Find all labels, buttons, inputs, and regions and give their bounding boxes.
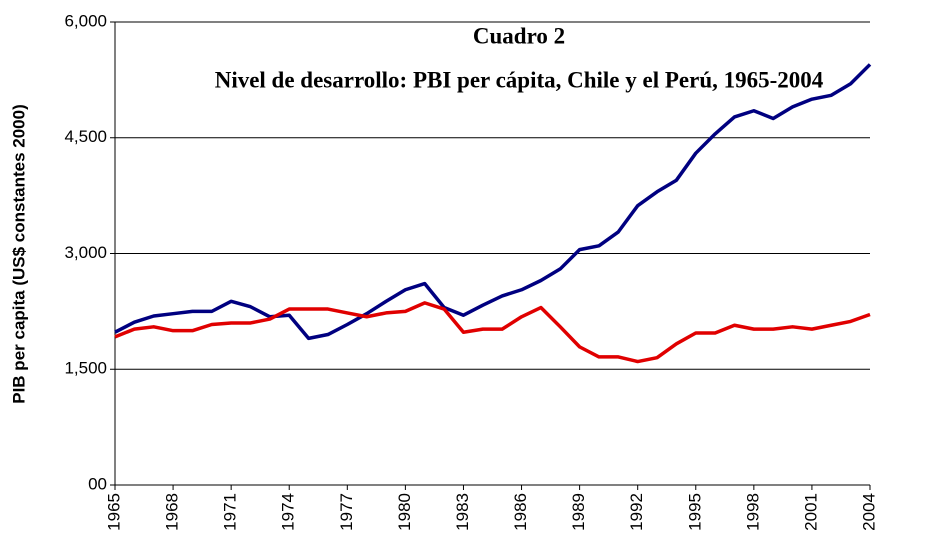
- y-tick-label: 1,500: [64, 359, 107, 378]
- x-tick-label: 1995: [685, 493, 704, 531]
- chart-subtitle: Nivel de desarrollo: PBI per cápita, Chi…: [215, 67, 824, 92]
- x-tick-label: 1965: [104, 493, 123, 531]
- y-tick-label: 00: [88, 474, 107, 493]
- x-tick-label: 2004: [859, 493, 878, 531]
- y-tick-label: 4,500: [64, 127, 107, 146]
- x-tick-label: 1977: [337, 493, 356, 531]
- x-tick-label: 1980: [395, 493, 414, 531]
- x-tick-label: 1998: [743, 493, 762, 531]
- series-line: [114, 301, 871, 364]
- x-tick-label: 1983: [453, 493, 472, 531]
- x-tick-label: 1992: [627, 493, 646, 531]
- x-tick-label: 1968: [163, 493, 182, 531]
- x-tick-label: 1974: [279, 493, 298, 531]
- x-tick-label: 1989: [569, 493, 588, 531]
- y-tick-label: 3,000: [64, 243, 107, 262]
- series-line: [114, 63, 872, 341]
- y-axis-label: PIB per capita (US$ constantes 2000): [9, 104, 28, 404]
- x-tick-label: 1971: [221, 493, 240, 531]
- chart-title: Cuadro 2: [473, 23, 565, 48]
- x-tick-label: 2001: [801, 493, 820, 531]
- y-tick-label: 6,000: [64, 11, 107, 30]
- x-tick-label: 1986: [511, 493, 530, 531]
